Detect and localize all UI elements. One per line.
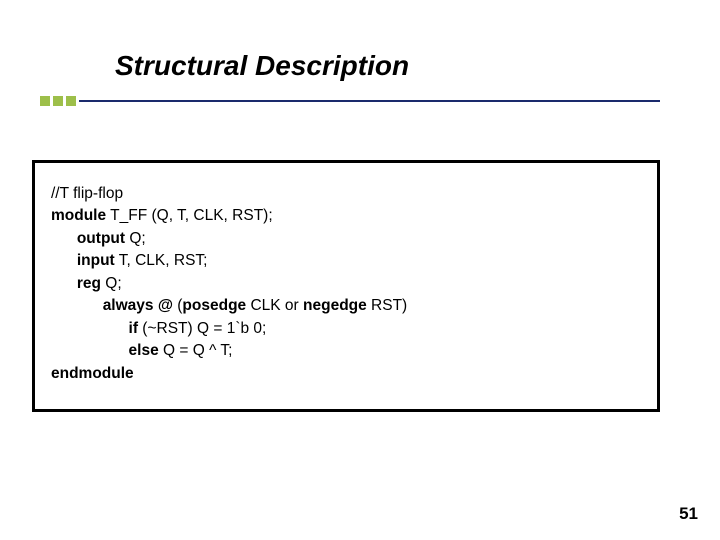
slide: Structural Description //T flip-flop mod… bbox=[0, 0, 720, 540]
title-underline bbox=[79, 100, 660, 102]
title-region: Structural Description bbox=[0, 50, 720, 106]
code-box: //T flip-flop module T_FF (Q, T, CLK, RS… bbox=[32, 160, 660, 412]
title-underline-row bbox=[0, 96, 720, 106]
bullet-square-icon bbox=[66, 96, 76, 106]
page-number: 51 bbox=[679, 504, 698, 524]
bullet-square-icon bbox=[40, 96, 50, 106]
code-content: //T flip-flop module T_FF (Q, T, CLK, RS… bbox=[51, 183, 641, 385]
bullet-square-icon bbox=[53, 96, 63, 106]
slide-title: Structural Description bbox=[0, 50, 720, 82]
